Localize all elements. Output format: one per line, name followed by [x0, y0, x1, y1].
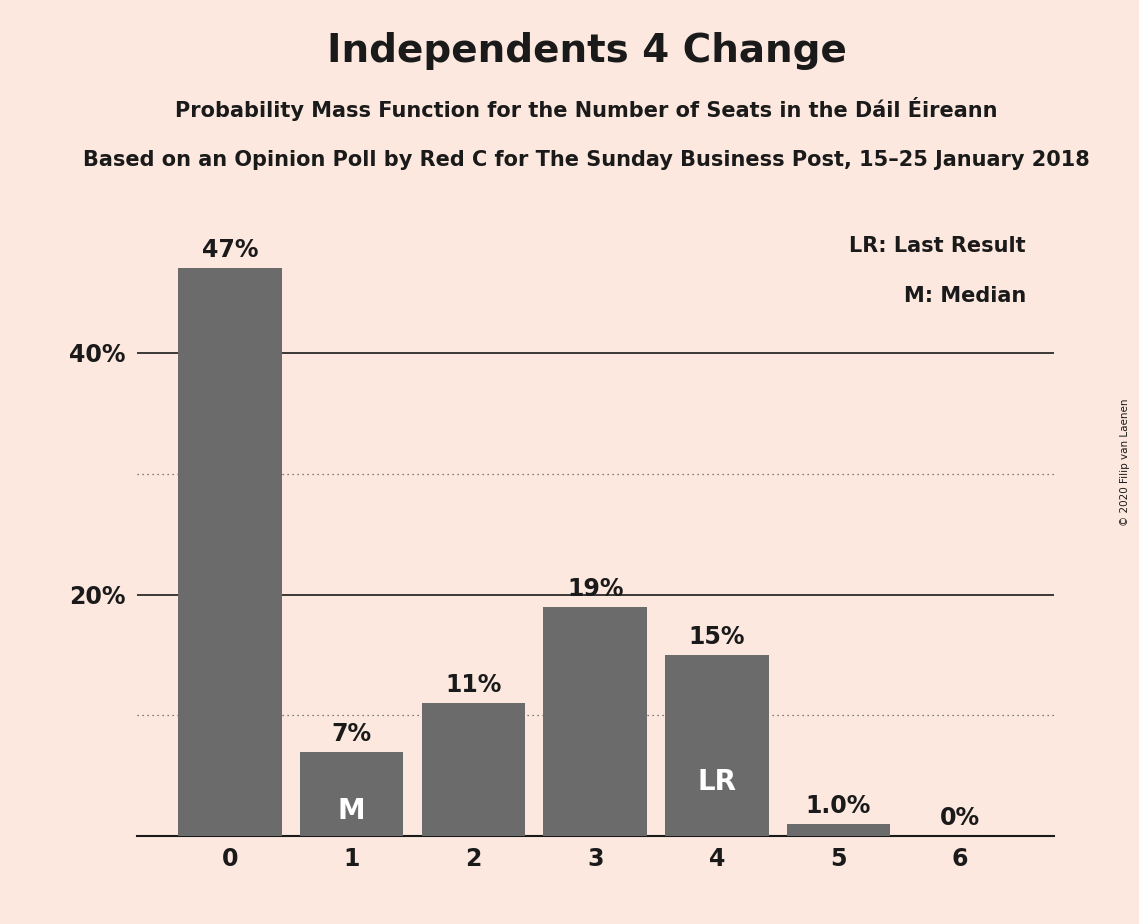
Text: 11%: 11%	[445, 674, 501, 698]
Text: 7%: 7%	[331, 722, 371, 746]
Text: 15%: 15%	[689, 625, 745, 649]
Text: 1.0%: 1.0%	[805, 794, 871, 818]
Text: Based on an Opinion Poll by Red C for The Sunday Business Post, 15–25 January 20: Based on an Opinion Poll by Red C for Th…	[83, 150, 1090, 170]
Bar	[665, 655, 769, 836]
Bar	[300, 751, 403, 836]
Text: LR: Last Result: LR: Last Result	[850, 237, 1026, 256]
Text: 0%: 0%	[940, 806, 981, 830]
Bar	[421, 703, 525, 836]
Text: © 2020 Filip van Laenen: © 2020 Filip van Laenen	[1120, 398, 1130, 526]
Bar	[543, 607, 647, 836]
Text: M: Median: M: Median	[904, 286, 1026, 307]
Text: LR: LR	[697, 768, 736, 796]
Text: 19%: 19%	[567, 577, 623, 601]
Bar	[787, 824, 891, 836]
Text: Independents 4 Change: Independents 4 Change	[327, 32, 846, 70]
Text: 47%: 47%	[202, 238, 259, 262]
Text: M: M	[338, 796, 366, 825]
Bar	[179, 268, 281, 836]
Text: Probability Mass Function for the Number of Seats in the Dáil Éireann: Probability Mass Function for the Number…	[175, 97, 998, 121]
